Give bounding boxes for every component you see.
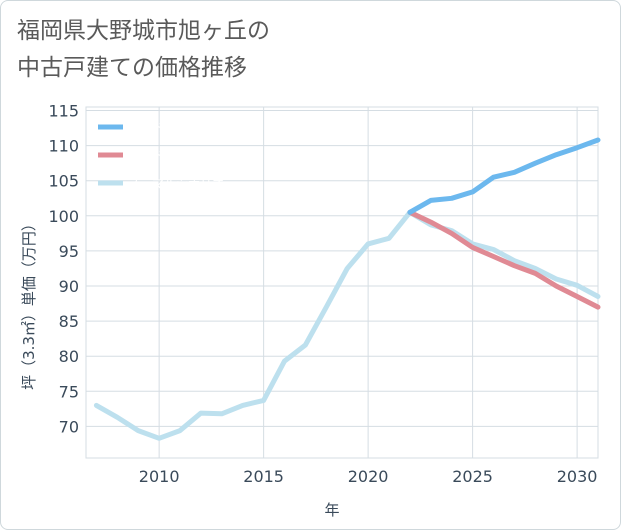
grid-lines bbox=[85, 106, 599, 459]
series-layer bbox=[93, 137, 601, 441]
y-tick-label: 100 bbox=[48, 207, 79, 226]
y-tick-label: 90 bbox=[59, 277, 79, 296]
x-tick-label: 2020 bbox=[348, 467, 389, 486]
x-tick-label: 2030 bbox=[557, 467, 598, 486]
series-line-0 bbox=[407, 137, 601, 215]
series-line-1 bbox=[407, 209, 601, 310]
y-tick-label: 95 bbox=[59, 242, 79, 261]
y-axis-label: 坪（3.3㎡）単価（万円） bbox=[20, 216, 38, 390]
y-tick-label: 80 bbox=[59, 347, 79, 366]
y-tick-label: 110 bbox=[48, 137, 79, 156]
x-axis-label: 年 bbox=[324, 501, 339, 519]
chart-title: 福岡県大野城市旭ヶ丘の 中古戸建ての価格推移 bbox=[17, 18, 270, 81]
y-tick-label: 105 bbox=[48, 172, 79, 191]
tick-labels: 70 75 80 85 90 95 100 105 110 115 2010 2015 2020 2025… bbox=[48, 102, 597, 486]
y-tick-label: 85 bbox=[59, 312, 79, 331]
x-tick-label: 2025 bbox=[452, 467, 493, 486]
y-tick-label: 70 bbox=[59, 417, 79, 436]
legend-label: ノーマルシナリオ bbox=[128, 177, 224, 191]
y-tick-label: 115 bbox=[48, 102, 79, 121]
y-tick-label: 75 bbox=[59, 382, 79, 401]
plot-frame bbox=[85, 106, 599, 459]
x-tick-label: 2015 bbox=[243, 467, 284, 486]
legend-label: バッドシナリオ bbox=[128, 149, 212, 163]
x-tick-label: 2010 bbox=[139, 467, 180, 486]
series-line-2 bbox=[93, 209, 601, 441]
legend-label: グッドシナリオ bbox=[128, 121, 212, 135]
